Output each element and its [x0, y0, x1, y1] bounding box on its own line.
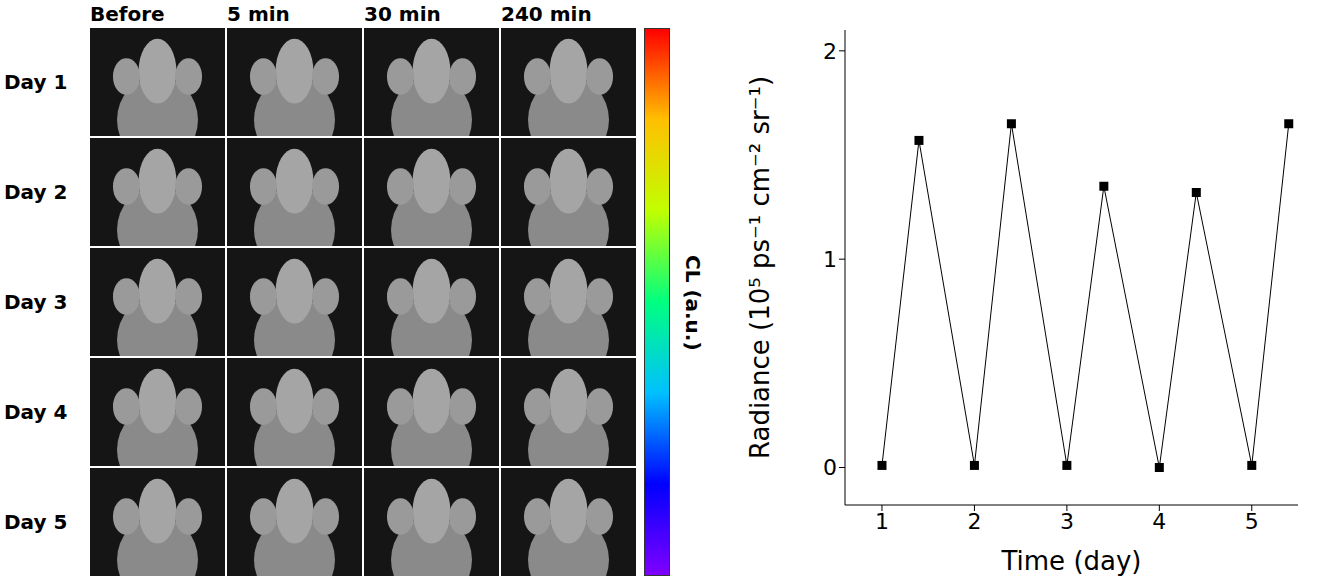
svg-text:Time (day): Time (day) — [1000, 546, 1141, 576]
svg-text:2: 2 — [823, 39, 837, 64]
svg-text:Radiance (10⁵ ps⁻¹ cm⁻² sr⁻¹): Radiance (10⁵ ps⁻¹ cm⁻² sr⁻¹) — [745, 76, 775, 459]
html-text:Before: Before — [90, 2, 165, 26]
html-text:Day 1: Day 1 — [4, 70, 68, 94]
html-text:240 min: 240 min — [501, 2, 592, 26]
html-text:Day 2: Day 2 — [4, 180, 68, 204]
svg-text:0: 0 — [823, 455, 837, 480]
svg-text:5: 5 — [1245, 509, 1259, 534]
html-text:30 min: 30 min — [364, 2, 441, 26]
html-text:5 min: 5 min — [227, 2, 290, 26]
svg-text:1: 1 — [823, 247, 837, 272]
html-text:Day 5: Day 5 — [4, 510, 68, 534]
svg-text:4: 4 — [1152, 509, 1166, 534]
html-text:Day 3: Day 3 — [4, 290, 68, 314]
svg-text:3: 3 — [1060, 509, 1074, 534]
html-text:Day 4: Day 4 — [4, 400, 68, 424]
svg-text:2: 2 — [967, 509, 981, 534]
html-text:CL (a.u.): CL (a.u.) — [681, 255, 705, 351]
svg-text:1: 1 — [875, 509, 889, 534]
